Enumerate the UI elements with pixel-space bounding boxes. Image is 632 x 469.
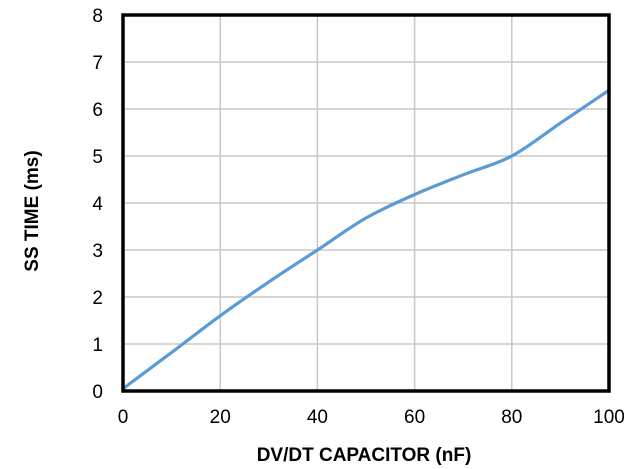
x-tick-label: 100 xyxy=(593,407,625,428)
x-tick-labels: 0 20 40 60 80 100 xyxy=(118,407,625,428)
y-tick-label: 8 xyxy=(92,6,103,27)
plot-area xyxy=(121,88,611,391)
y-tick-label: 2 xyxy=(92,288,103,309)
y-tick-label: 5 xyxy=(92,147,103,168)
grid-lines xyxy=(123,15,609,391)
x-tick-label: 20 xyxy=(210,407,231,428)
y-axis-title: SS TIME (ms) xyxy=(22,150,43,271)
y-tick-label: 0 xyxy=(92,382,103,403)
y-tick-label: 1 xyxy=(92,335,103,356)
x-tick-label: 60 xyxy=(404,407,425,428)
y-tick-label: 7 xyxy=(92,53,103,74)
x-tick-label: 80 xyxy=(501,407,522,428)
x-tick-label: 0 xyxy=(118,407,129,428)
plot-frame xyxy=(121,13,611,393)
y-tick-label: 3 xyxy=(92,241,103,262)
x-tick-label: 40 xyxy=(307,407,328,428)
y-tick-label: 6 xyxy=(92,100,103,121)
y-tick-label: 4 xyxy=(92,194,103,215)
x-axis-title: DV/DT CAPACITOR (nF) xyxy=(257,445,472,466)
y-tick-labels: 0 1 2 3 4 5 6 7 8 xyxy=(92,6,103,403)
series-line xyxy=(121,88,611,391)
